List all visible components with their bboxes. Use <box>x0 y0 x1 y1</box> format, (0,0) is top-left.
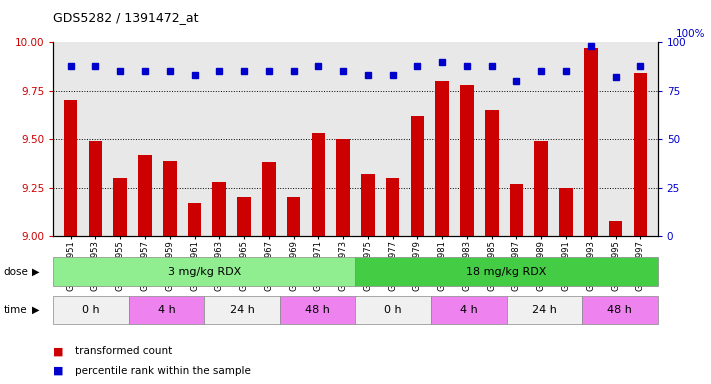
Text: 18 mg/kg RDX: 18 mg/kg RDX <box>466 266 547 277</box>
Bar <box>435 81 449 236</box>
Bar <box>386 178 400 236</box>
Bar <box>280 296 356 324</box>
Bar <box>287 197 300 236</box>
Bar <box>213 182 226 236</box>
Text: dose: dose <box>4 266 28 277</box>
Bar <box>584 48 598 236</box>
Text: transformed count: transformed count <box>75 346 172 356</box>
Text: 4 h: 4 h <box>158 305 176 315</box>
Text: ▶: ▶ <box>32 266 40 277</box>
Bar <box>582 296 658 324</box>
Bar <box>129 296 205 324</box>
Bar <box>361 174 375 236</box>
Text: time: time <box>4 305 27 315</box>
Bar <box>237 197 251 236</box>
Bar <box>485 110 498 236</box>
Bar <box>53 296 129 324</box>
Text: ▶: ▶ <box>32 305 40 315</box>
Bar <box>634 73 647 236</box>
Bar <box>262 162 276 236</box>
Text: percentile rank within the sample: percentile rank within the sample <box>75 366 250 376</box>
Bar <box>431 296 506 324</box>
Bar <box>53 257 356 286</box>
Bar <box>510 184 523 236</box>
Bar <box>336 139 350 236</box>
Bar <box>609 221 622 236</box>
Bar <box>460 85 474 236</box>
Bar <box>411 116 424 236</box>
Bar <box>205 296 280 324</box>
Text: 48 h: 48 h <box>305 305 330 315</box>
Bar <box>356 257 658 286</box>
Text: 24 h: 24 h <box>532 305 557 315</box>
Bar <box>163 161 176 236</box>
Bar <box>311 133 325 236</box>
Bar <box>506 296 582 324</box>
Bar <box>89 141 102 236</box>
Text: 3 mg/kg RDX: 3 mg/kg RDX <box>168 266 241 277</box>
Text: ■: ■ <box>53 346 64 356</box>
Text: ■: ■ <box>53 366 64 376</box>
Text: 48 h: 48 h <box>607 305 632 315</box>
Text: GDS5282 / 1391472_at: GDS5282 / 1391472_at <box>53 12 199 25</box>
Text: 0 h: 0 h <box>82 305 100 315</box>
Bar <box>560 188 573 236</box>
Bar <box>113 178 127 236</box>
Bar <box>138 155 151 236</box>
Text: 4 h: 4 h <box>460 305 478 315</box>
Bar <box>356 296 431 324</box>
Bar <box>64 101 77 236</box>
Y-axis label: 100%: 100% <box>676 30 705 40</box>
Text: 0 h: 0 h <box>385 305 402 315</box>
Bar <box>535 141 548 236</box>
Text: 24 h: 24 h <box>230 305 255 315</box>
Bar <box>188 203 201 236</box>
